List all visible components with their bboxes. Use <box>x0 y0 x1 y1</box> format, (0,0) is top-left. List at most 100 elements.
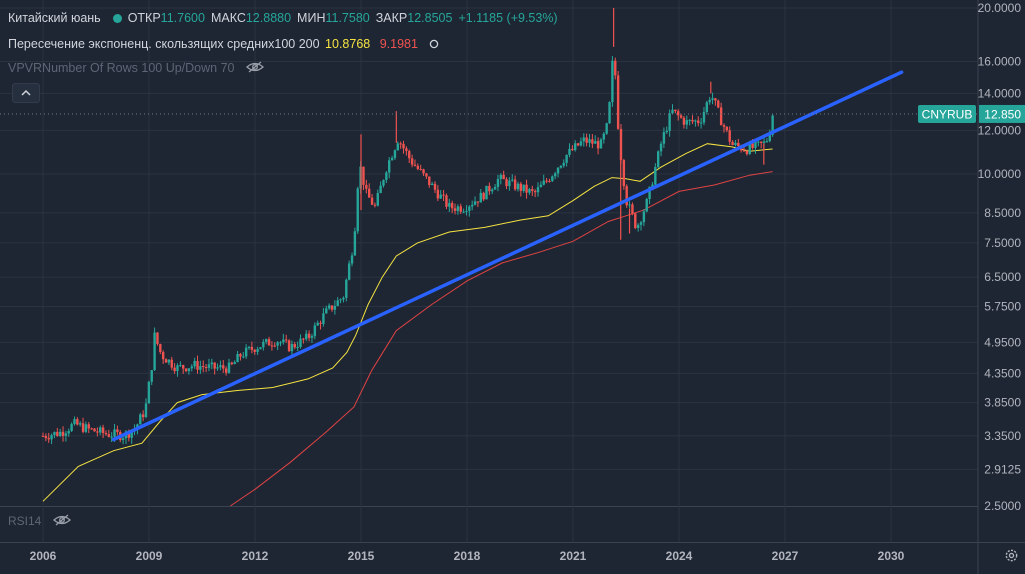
candle-body <box>339 299 342 301</box>
candle-body <box>370 197 374 205</box>
candle-body <box>367 188 371 198</box>
rsi-pane-label[interactable]: RSI14 <box>8 514 71 529</box>
candle-body <box>582 137 585 142</box>
candle-body <box>531 189 534 191</box>
candle-body <box>96 431 99 433</box>
candle-body <box>164 359 168 363</box>
candle-body <box>196 360 199 370</box>
x-axis[interactable]: 2006 2009 2012 2015 2018 2021 2024 2027 2030 <box>0 542 1025 564</box>
symbol-tag-label: CNYRUB <box>922 107 973 121</box>
legend-ema[interactable]: Пересечение экспоненц. скользящих средни… <box>8 37 439 52</box>
y-tick-label: 16.0000 <box>978 54 1022 68</box>
candle-body <box>682 117 686 125</box>
y-axis[interactable]: 20.0000 16.0000 14.0000 12.0000 10.0000 8.500… <box>977 0 1022 574</box>
candle-body <box>365 184 368 189</box>
close-value: 12.8505 <box>407 11 453 25</box>
candle-body <box>399 143 402 145</box>
candle-body <box>636 224 640 229</box>
price-line-group: CNYRUB 12.850 <box>0 104 1025 123</box>
candle-body <box>405 148 408 152</box>
candle-body <box>568 148 571 155</box>
trendline-group[interactable] <box>111 70 904 442</box>
candle-body <box>139 414 142 425</box>
candle-body <box>631 204 634 214</box>
trendline <box>111 70 904 442</box>
candle-body <box>81 423 85 432</box>
candle-body <box>505 179 508 187</box>
candle-body <box>224 368 228 373</box>
candle-body <box>256 349 259 352</box>
candle-body <box>219 365 222 368</box>
candle-body <box>548 180 551 182</box>
ema-slow-value: 9.1981 <box>379 37 418 51</box>
candle-body <box>765 141 769 143</box>
candle-body <box>579 141 583 146</box>
candle-body <box>665 130 668 133</box>
x-tick-label: 2006 <box>30 549 57 563</box>
candle-body <box>493 187 497 190</box>
candle-body <box>167 359 171 363</box>
x-tick-label: 2009 <box>136 549 163 563</box>
candle-body <box>327 305 331 309</box>
open-value: 11.7600 <box>160 11 205 25</box>
candle-body <box>648 186 651 200</box>
candle-body <box>559 165 563 168</box>
x-tick-label: 2021 <box>560 549 587 563</box>
candle-body <box>262 341 265 348</box>
candle-body <box>408 151 411 159</box>
y-tick-label: 7.5000 <box>984 236 1021 250</box>
candle-body <box>525 184 528 193</box>
candle-body <box>285 339 288 341</box>
candle-body <box>273 345 276 347</box>
candle-body <box>651 184 654 187</box>
symbol-name[interactable]: Китайский юань <box>8 11 101 25</box>
candle-body <box>379 185 382 194</box>
legend-vpvr[interactable]: VPVRNumber Of Rows 100 Up/Down 70 <box>8 61 264 76</box>
candle-body <box>714 98 717 101</box>
candle-body <box>382 180 385 186</box>
candle-body <box>56 431 59 436</box>
candle-body <box>287 340 291 352</box>
candle-body <box>608 102 611 124</box>
ema-slow-group <box>230 171 773 507</box>
candle-body <box>207 364 211 368</box>
settings-circle-icon[interactable] <box>429 38 439 52</box>
candle-body <box>130 431 133 438</box>
candle-body <box>310 336 314 338</box>
candle-body <box>350 255 354 264</box>
candle-body <box>322 313 325 324</box>
candle-body <box>491 189 494 192</box>
candle-body <box>279 342 282 344</box>
gear-icon[interactable] <box>1004 548 1019 568</box>
candle-body <box>768 134 771 142</box>
candle-body <box>456 206 460 211</box>
candle-body <box>76 419 79 425</box>
candle-body <box>588 139 591 143</box>
candle-body <box>233 362 236 365</box>
candle-body <box>691 119 694 122</box>
candle-body <box>176 365 179 372</box>
candle-body <box>448 202 451 207</box>
collapse-legend-button[interactable] <box>12 83 40 103</box>
candle-body <box>156 332 159 345</box>
candle-body <box>513 179 517 190</box>
hidden-eye-icon[interactable] <box>52 514 71 529</box>
candle-body <box>459 206 462 212</box>
candle-body <box>313 325 317 337</box>
candle-body <box>419 168 422 170</box>
ema-200-line <box>230 171 773 507</box>
hidden-eye-icon[interactable] <box>245 61 264 76</box>
candle-body <box>190 366 193 369</box>
candle-body <box>470 204 474 207</box>
legend-ohlc: Китайский юань ОТКР11.7600 МАКС12.8880 МИН1… <box>8 11 564 25</box>
candle-body <box>121 438 125 441</box>
candle-body <box>574 143 577 151</box>
y-tick-label: 20.0000 <box>978 1 1022 15</box>
candle-body <box>305 333 308 340</box>
candle-body <box>639 222 643 225</box>
candle-body <box>751 143 754 148</box>
candle-body <box>159 344 162 353</box>
candle-body <box>44 436 48 439</box>
candle-body <box>711 98 714 100</box>
